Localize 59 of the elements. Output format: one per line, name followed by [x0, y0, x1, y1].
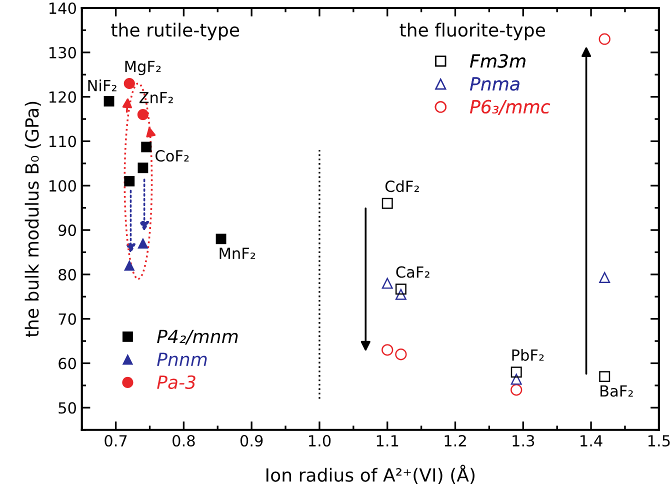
legend-label: P6₃/mmc [470, 100, 550, 115]
point [141, 142, 152, 152]
point [395, 348, 407, 360]
x-tick-label: 1.0 [309, 434, 331, 447]
point [138, 162, 148, 174]
annotation: CoF₂ [156, 150, 189, 162]
legend-label: Fm3m [470, 54, 526, 68]
legend-label: Pa-3 [157, 375, 196, 390]
y-axis-title: the bulk modulus B₀ (GPa) [24, 102, 41, 338]
annotation: the fluorite-type [400, 22, 545, 40]
point [382, 198, 393, 209]
y-tick-label: 90 [58, 224, 76, 236]
annotation: ZnF₂ [139, 92, 173, 104]
point [395, 288, 406, 300]
point [124, 260, 135, 271]
y-tick-label: 110 [50, 136, 76, 148]
annotation: CaF₂ [396, 266, 430, 278]
annotation: PbF₂ [512, 349, 544, 361]
point [599, 371, 610, 382]
annotation: BaF₂ [600, 385, 633, 397]
legend-label: Pnma [470, 77, 520, 91]
annotation: CdF₂ [385, 180, 419, 192]
point [382, 278, 393, 289]
point [216, 234, 226, 244]
point [138, 238, 148, 249]
annotation: the rutile-type [111, 22, 240, 40]
y-tick-label: 70 [58, 313, 76, 325]
point [599, 272, 610, 284]
y-tick-label: 100 [50, 180, 76, 192]
point [510, 384, 522, 396]
legend-label: P4₂/mnm [157, 330, 238, 345]
legend-label: Pnnm [157, 352, 207, 366]
x-tick-label: 1.3 [512, 434, 534, 447]
annotation: NiF₂ [88, 80, 116, 92]
annotation: MgF₂ [125, 60, 161, 76]
x-tick-label: 0.8 [172, 434, 195, 447]
y-tick-label: 130 [50, 46, 76, 58]
y-tick-label: 60 [58, 358, 76, 370]
point [510, 366, 522, 378]
x-tick-label: 1.4 [580, 435, 602, 446]
point [598, 33, 610, 45]
x-tick-label: 1.1 [376, 435, 398, 446]
x-tick-label: 0.7 [104, 434, 127, 447]
annotation: MnF₂ [220, 248, 256, 259]
point [104, 96, 114, 106]
point [137, 109, 149, 120]
y-tick-label: 140 [50, 2, 76, 14]
x-tick-label: 0.9 [240, 434, 263, 447]
x-tick-label: 1.5 [648, 435, 670, 447]
point [124, 176, 135, 186]
x-tick-label: 1.2 [444, 434, 466, 446]
y-tick-label: 120 [50, 91, 76, 103]
y-tick-label: 50 [58, 402, 76, 414]
point [382, 344, 394, 356]
y-tick-label: 80 [58, 268, 76, 280]
point [124, 78, 135, 90]
x-axis-title: Ion radius of A²⁺(VI) (Å) [266, 464, 474, 484]
point [510, 374, 522, 385]
point [395, 284, 406, 295]
